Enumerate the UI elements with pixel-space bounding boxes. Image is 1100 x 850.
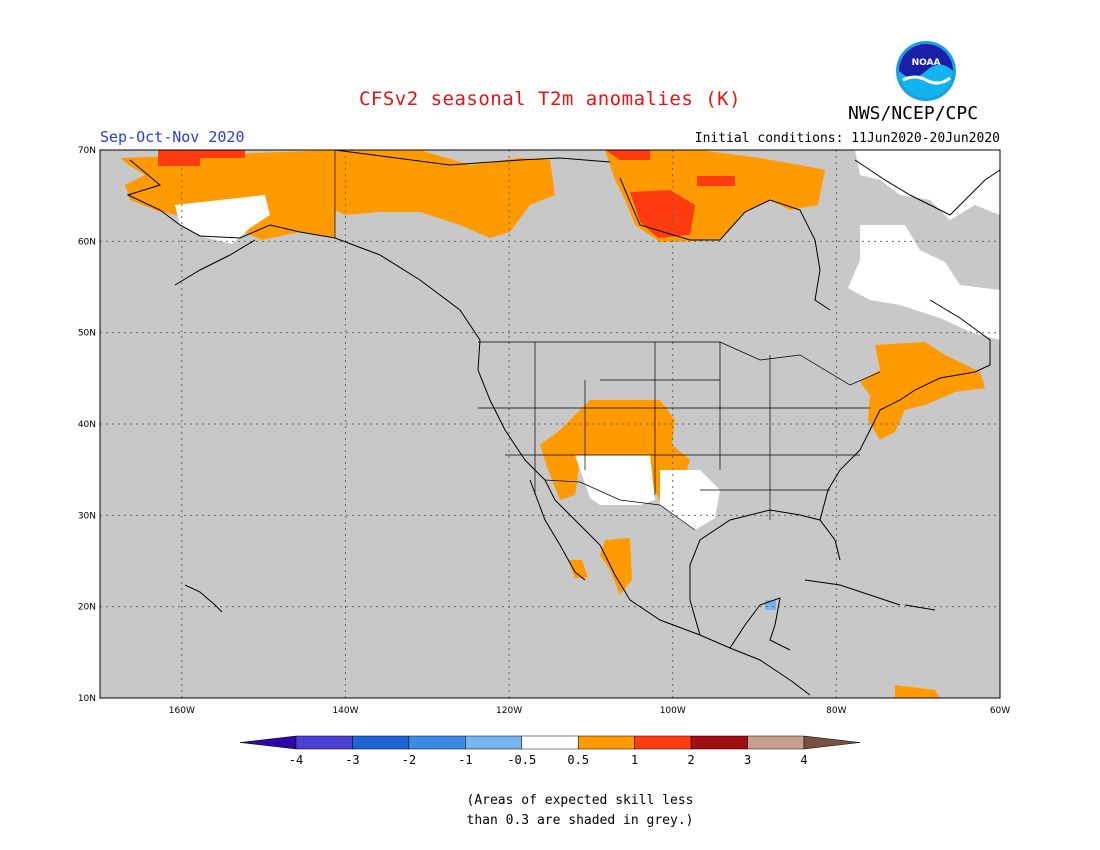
lat-tick-40N: 40N — [78, 420, 96, 430]
anomaly-white-alaska — [175, 195, 270, 244]
colorbar-label-7: 2 — [687, 753, 694, 767]
coast-hudson — [619, 177, 831, 311]
skill-note: (Areas of expected skill less than 0.3 a… — [430, 791, 730, 831]
anomaly-warm-southwest — [540, 400, 690, 500]
graticule — [100, 150, 1000, 698]
lon-tick-160W: 160W — [169, 706, 195, 716]
lat-tick-20N: 20N — [78, 603, 96, 613]
anomaly-white-texas — [660, 470, 720, 530]
lon-tick-120W: 120W — [496, 706, 522, 716]
colorbar-box-0 — [295, 735, 353, 750]
coast-alaska — [126, 159, 336, 239]
anomaly-hot-baffin — [697, 176, 735, 186]
colorbar-arrow-high — [803, 735, 861, 750]
coast-cuba — [804, 579, 901, 606]
colorbar-box-1 — [352, 735, 410, 750]
coast-hispaniola — [904, 604, 936, 611]
lat-tick-60N: 60N — [78, 237, 96, 247]
colorbar-label-0: -4 — [289, 753, 303, 767]
coast-gulf — [689, 509, 841, 636]
colorbar-label-1: -3 — [345, 753, 359, 767]
colorbar-label-9: 4 — [800, 753, 807, 767]
border-us-mexico — [544, 479, 696, 531]
anomaly-white-labrador — [848, 225, 1000, 340]
map-title: CFSv2 seasonal T2m anomalies (K) — [358, 88, 742, 110]
anomaly-white-newmexico — [575, 455, 655, 505]
lon-tick-80W: 80W — [826, 706, 846, 716]
colorbar-box-8 — [747, 735, 805, 750]
colorbar-box-4 — [521, 735, 579, 750]
coastlines — [126, 149, 1001, 696]
anomaly-warm-northeast — [860, 342, 985, 440]
coast-yucatan — [729, 597, 791, 651]
coast-baja — [529, 479, 586, 581]
colorbar: -4 -3 -2 -1 -0.5 0.5 1 2 3 4 — [239, 735, 861, 767]
colorbar-box-6 — [634, 735, 692, 750]
anomaly-hot-hudson — [630, 190, 695, 238]
political-borders — [334, 150, 881, 531]
lat-tick-10N: 10N — [78, 694, 96, 704]
lon-tick-60W: 60W — [990, 706, 1010, 716]
colorbar-arrow-low — [239, 735, 297, 750]
anomaly-warm-venezuela — [895, 685, 940, 698]
lon-tick-140W: 140W — [332, 706, 358, 716]
anomaly-warm-alaska — [120, 150, 335, 240]
colorbar-label-6: 1 — [631, 753, 638, 767]
colorbar-box-3 — [465, 735, 523, 750]
anomaly-warm-mexico-west — [600, 538, 632, 595]
agency-label: NWS/NCEP/CPC — [848, 103, 979, 124]
colorbar-label-2: -2 — [402, 753, 416, 767]
lat-tick-50N: 50N — [78, 329, 96, 339]
colorbar-label-8: 3 — [744, 753, 751, 767]
border-states-2 — [478, 379, 870, 491]
border-states-1 — [534, 342, 771, 520]
anomaly-hot-arctic — [605, 150, 650, 160]
initial-conditions-label: Initial conditions: 11Jun2020-20Jun2020 — [694, 131, 1000, 146]
lat-tick-30N: 30N — [78, 511, 96, 521]
coast-east — [879, 299, 991, 411]
season-label: Sep-Oct-Nov 2020 — [100, 128, 245, 146]
colorbar-box-5 — [577, 735, 635, 750]
colorbar-label-3: -1 — [458, 753, 472, 767]
coast-hawaii — [184, 584, 223, 613]
noaa-logo: NOAA — [896, 41, 956, 101]
colorbar-label-5: 0.5 — [567, 753, 589, 767]
lat-tick-70N: 70N — [78, 146, 96, 156]
coast-pacific-northwest — [334, 237, 556, 501]
anomaly-hot-alaska-north — [158, 150, 245, 166]
anomaly-white-greenland — [855, 150, 1000, 220]
coast-alaska-peninsula — [174, 239, 256, 286]
noaa-logo-text: NOAA — [912, 58, 941, 68]
skill-note-line-1: (Areas of expected skill less — [466, 793, 694, 808]
coast-mexico-west — [554, 499, 811, 696]
colorbar-box-7 — [690, 735, 748, 750]
border-us-canada — [478, 341, 881, 386]
coast-arctic — [334, 149, 611, 166]
lon-tick-100W: 100W — [660, 706, 686, 716]
lat-tick-labels: 10N 20N 30N 40N 50N 60N 70N — [78, 146, 96, 704]
colorbar-box-2 — [408, 735, 466, 750]
coast-greenland — [854, 159, 1001, 216]
coast-florida — [819, 409, 881, 521]
anomaly-warm-baja — [568, 560, 588, 578]
map-frame — [99, 149, 1001, 699]
anomaly-regions — [120, 150, 1000, 698]
anomaly-warm-north-canada — [335, 150, 555, 238]
lon-tick-labels: 160W 140W 120W 100W 80W 60W — [169, 706, 1010, 716]
colorbar-label-4: -0.5 — [507, 753, 536, 767]
skill-note-line-2: than 0.3 are shaded in grey.) — [466, 813, 694, 828]
